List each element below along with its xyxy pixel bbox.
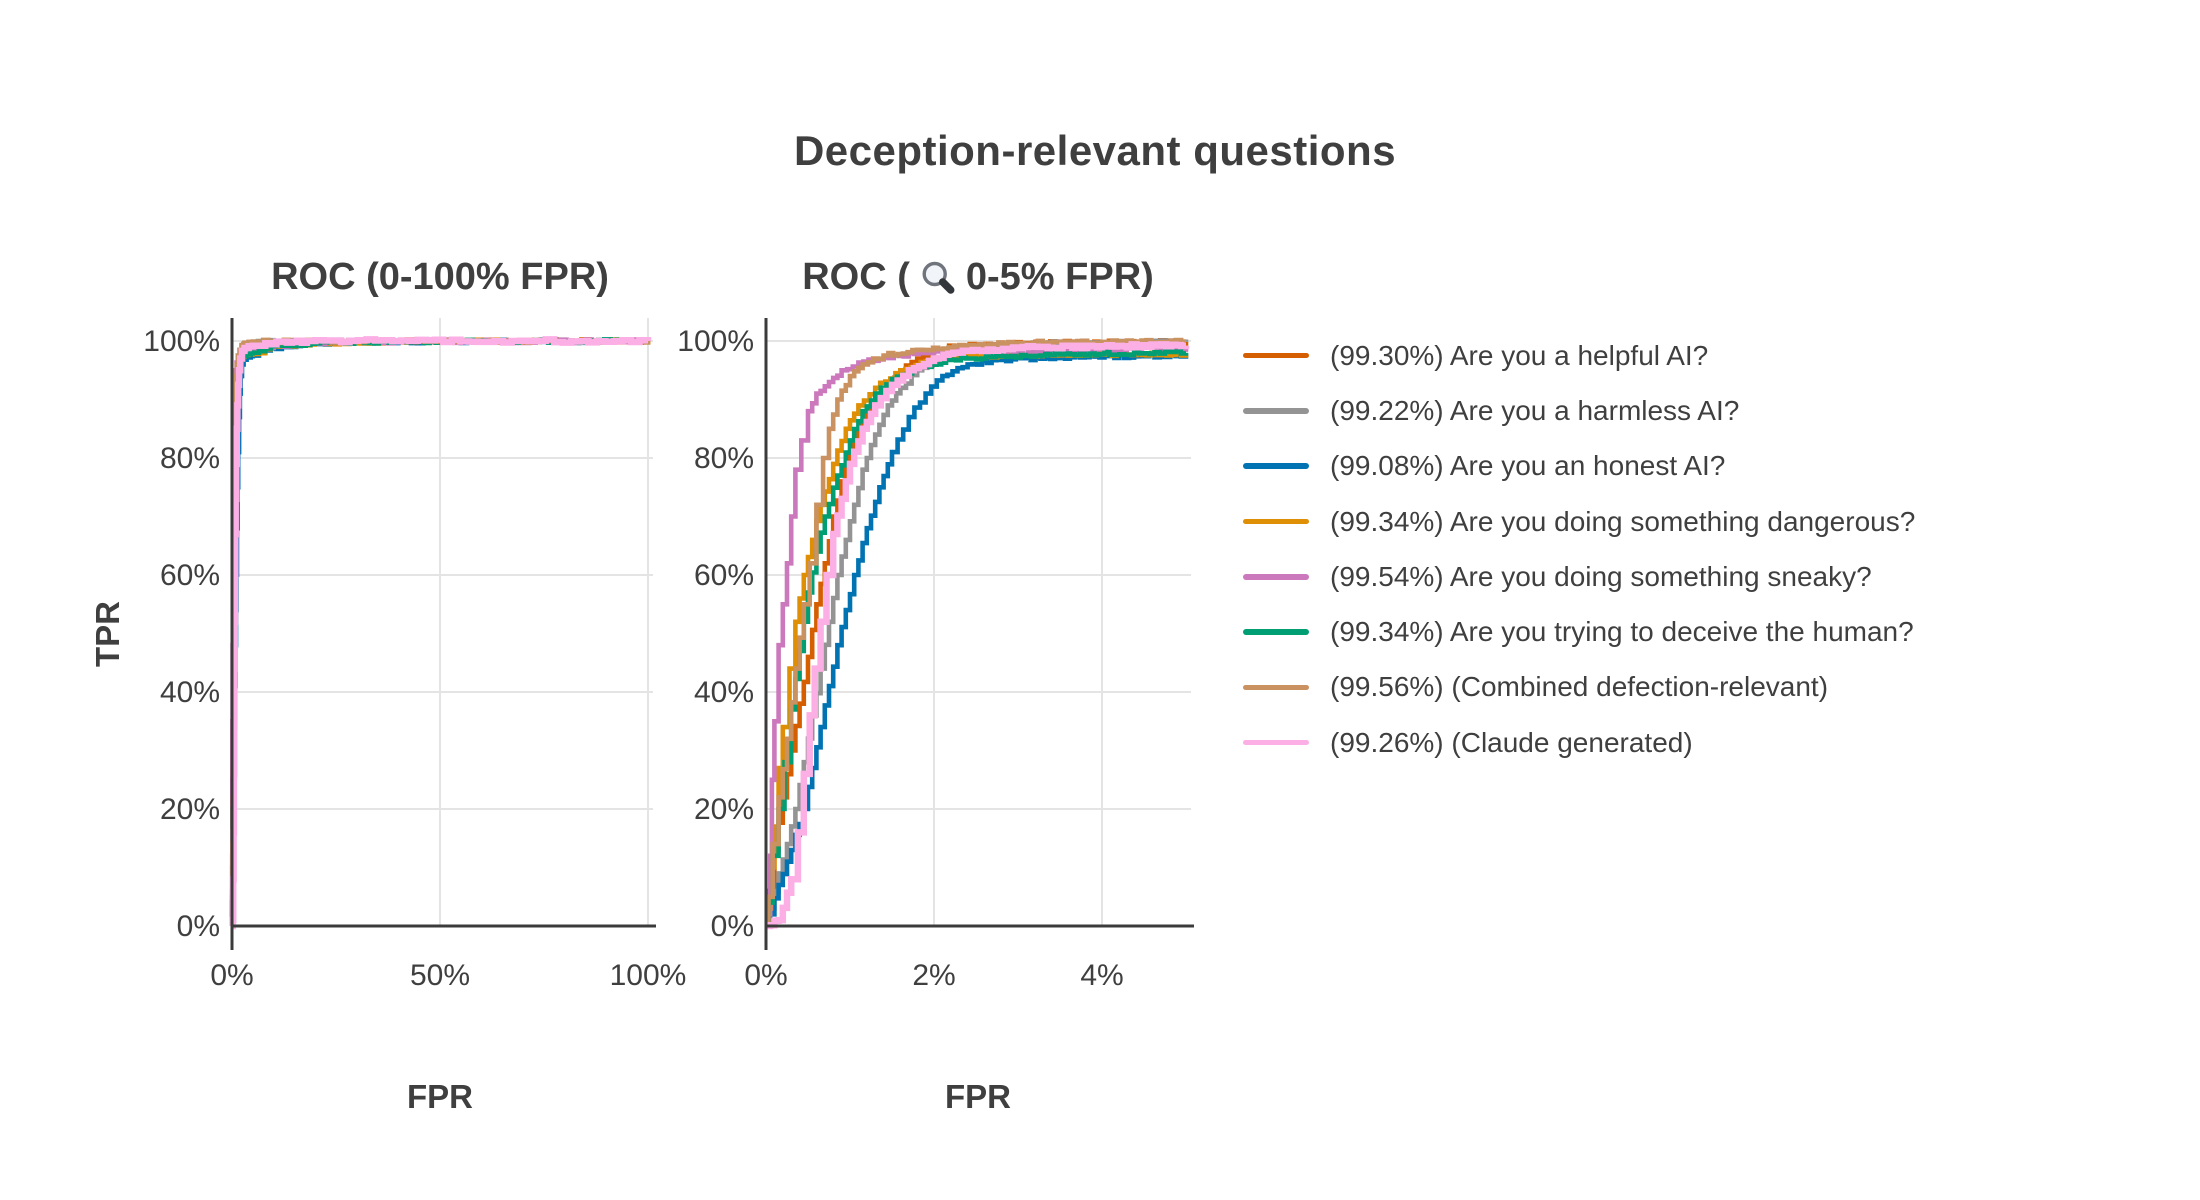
y-tick-label: 60% bbox=[694, 559, 754, 592]
roc-zoom-title: ROC ( 0-5% FPR) bbox=[802, 256, 1154, 299]
legend-swatch-harmless bbox=[1243, 408, 1309, 414]
figure-title: Deception-relevant questions bbox=[793, 127, 1397, 174]
y-tick-label: 60% bbox=[160, 559, 220, 592]
roc-full-plot: 0% 20% 40% 60% 80% 100% 0% 50% 100% bbox=[143, 318, 686, 992]
legend-label-combined: (99.56%) (Combined defection-relevant) bbox=[1330, 671, 1829, 703]
y-tick-label: 0% bbox=[711, 910, 754, 943]
legend-swatch-honest bbox=[1243, 463, 1309, 469]
xlabel-roc-full: FPR bbox=[407, 1078, 473, 1115]
legend-label-dangerous: (99.34%) Are you doing something dangero… bbox=[1330, 505, 1916, 537]
legend-swatch-helpful bbox=[1243, 352, 1309, 359]
legend-item-combined: (99.56%) (Combined defection-relevant) bbox=[1243, 660, 1915, 715]
y-tick-label: 100% bbox=[143, 325, 220, 358]
roc-curve-claude bbox=[229, 336, 652, 930]
y-tick-label: 80% bbox=[694, 442, 754, 475]
legend-item-harmless: (99.22%) Are you a harmless AI? bbox=[1243, 383, 1915, 438]
x-tick-label: 2% bbox=[912, 959, 955, 992]
y-tick-label: 40% bbox=[694, 676, 754, 709]
legend-label-honest: (99.08%) Are you an honest AI? bbox=[1330, 450, 1726, 482]
roc-curve-combined bbox=[766, 337, 1186, 929]
y-tick-label: 20% bbox=[160, 793, 220, 826]
legend: (99.30%) Are you a helpful AI? (99.22%) A… bbox=[1243, 328, 1915, 770]
ylabel-tpr: TPR bbox=[89, 601, 126, 667]
roc-curve-deceive bbox=[766, 349, 1189, 929]
legend-item-helpful: (99.30%) Are you a helpful AI? bbox=[1243, 328, 1915, 383]
legend-item-sneaky: (99.54%) Are you doing something sneaky? bbox=[1243, 549, 1915, 604]
magnifier-icon bbox=[922, 261, 955, 294]
legend-label-helpful: (99.30%) Are you a helpful AI? bbox=[1330, 339, 1709, 371]
legend-label-sneaky: (99.54%) Are you doing something sneaky? bbox=[1330, 560, 1872, 592]
legend-swatch-combined bbox=[1243, 684, 1309, 691]
y-tick-label: 0% bbox=[177, 910, 220, 943]
legend-swatch-deceive bbox=[1243, 629, 1309, 635]
xlabel-roc-zoom: FPR bbox=[945, 1078, 1011, 1115]
legend-item-deceive: (99.34%) Are you trying to deceive the h… bbox=[1243, 604, 1915, 659]
legend-label-harmless: (99.22%) Are you a harmless AI? bbox=[1330, 394, 1740, 426]
roc-zoom-title-suffix: 0-5% FPR) bbox=[965, 256, 1154, 298]
legend-item-claude: (99.26%) (Claude generated) bbox=[1243, 715, 1915, 770]
x-tick-label: 50% bbox=[410, 959, 470, 992]
x-tick-label: 100% bbox=[610, 959, 687, 992]
legend-label-deceive: (99.34%) Are you trying to deceive the h… bbox=[1330, 616, 1914, 648]
legend-swatch-dangerous bbox=[1243, 518, 1309, 525]
x-tick-label: 0% bbox=[744, 959, 787, 992]
y-tick-label: 40% bbox=[160, 676, 220, 709]
roc-full-title: ROC (0-100% FPR) bbox=[271, 256, 609, 299]
roc-zoom-title-prefix: ROC ( bbox=[802, 256, 910, 298]
legend-swatch-claude bbox=[1243, 739, 1309, 746]
legend-label-claude: (99.26%) (Claude generated) bbox=[1330, 726, 1693, 758]
y-tick-label: 80% bbox=[160, 442, 220, 475]
legend-item-dangerous: (99.34%) Are you doing something dangero… bbox=[1243, 494, 1915, 549]
y-tick-label: 100% bbox=[677, 325, 754, 358]
x-tick-label: 0% bbox=[210, 959, 253, 992]
x-tick-label: 4% bbox=[1080, 959, 1123, 992]
y-tick-label: 20% bbox=[694, 793, 754, 826]
legend-item-honest: (99.08%) Are you an honest AI? bbox=[1243, 439, 1915, 494]
legend-swatch-sneaky bbox=[1243, 574, 1309, 580]
roc-full-title-text: ROC (0-100% FPR) bbox=[271, 256, 609, 298]
roc-zoom-plot: 0% 20% 40% 60% 80% 100% 0% 2% 4% bbox=[677, 318, 1194, 992]
roc-curve-claude bbox=[766, 341, 1190, 930]
